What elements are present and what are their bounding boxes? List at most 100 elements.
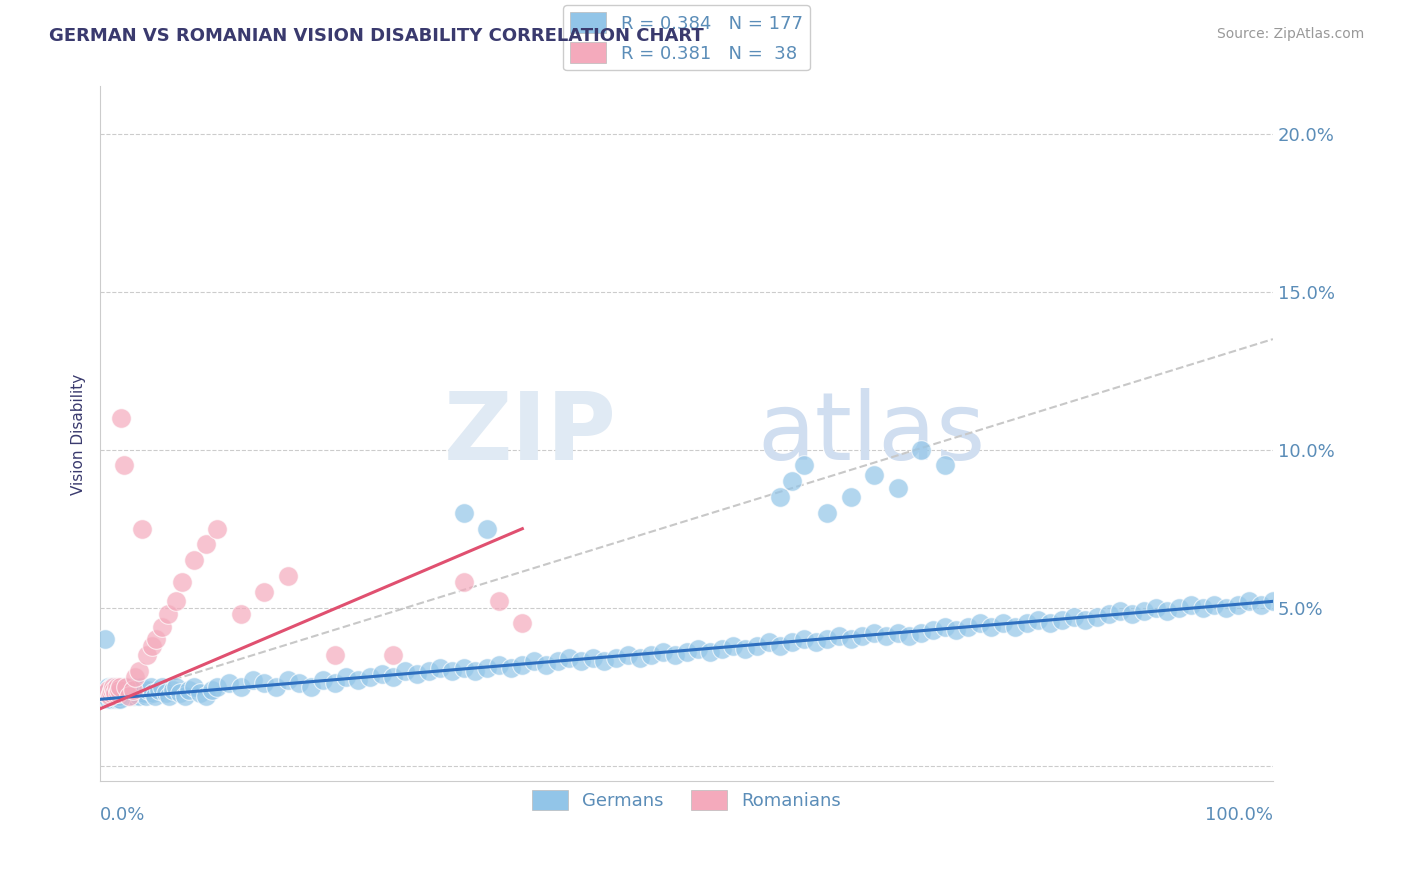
Point [105, 680, 128, 694]
Text: ZIP: ZIP [443, 388, 616, 480]
Point [107, 692, 129, 706]
Point [98, 686, 121, 700]
Point [207, 522, 229, 536]
Point [839, 632, 862, 647]
Point [108, 680, 131, 694]
Point [582, 651, 605, 665]
Point [229, 607, 252, 621]
Point [299, 680, 322, 694]
Point [108, 692, 131, 706]
Point [150, 680, 173, 694]
Point [793, 632, 815, 647]
Point [640, 648, 662, 662]
Point [105, 689, 128, 703]
Point [956, 619, 979, 633]
Point [108, 686, 131, 700]
Point [96, 682, 118, 697]
Point [347, 673, 370, 688]
Point [991, 616, 1014, 631]
Point [863, 626, 886, 640]
Point [162, 682, 184, 697]
Point [111, 689, 134, 703]
Point [628, 651, 651, 665]
Point [488, 657, 510, 672]
Point [323, 648, 346, 662]
Point [569, 654, 592, 668]
Point [100, 692, 122, 706]
Point [200, 682, 222, 697]
Point [131, 522, 153, 536]
Point [122, 686, 145, 700]
Point [1085, 610, 1108, 624]
Point [910, 442, 932, 457]
Point [851, 629, 873, 643]
Point [593, 654, 616, 668]
Point [101, 682, 124, 697]
Point [172, 575, 194, 590]
Point [277, 569, 299, 583]
Point [112, 458, 135, 473]
Point [1028, 613, 1050, 627]
Point [194, 537, 217, 551]
Point [105, 689, 128, 703]
Text: GERMAN VS ROMANIAN VISION DISABILITY CORRELATION CHART: GERMAN VS ROMANIAN VISION DISABILITY COR… [49, 27, 704, 45]
Point [101, 686, 124, 700]
Point [242, 673, 264, 688]
Point [1098, 607, 1121, 621]
Point [1156, 604, 1178, 618]
Point [97, 680, 120, 694]
Point [132, 686, 155, 700]
Point [734, 641, 756, 656]
Point [142, 686, 165, 700]
Point [112, 680, 135, 694]
Point [103, 689, 125, 703]
Point [980, 619, 1002, 633]
Point [745, 639, 768, 653]
Point [1121, 607, 1143, 621]
Point [157, 607, 180, 621]
Point [108, 689, 131, 703]
Point [863, 467, 886, 482]
Point [207, 680, 229, 694]
Point [165, 594, 187, 608]
Point [104, 682, 127, 697]
Point [194, 689, 217, 703]
Point [110, 411, 132, 425]
Point [179, 682, 201, 697]
Point [98, 689, 121, 703]
Point [382, 648, 405, 662]
Point [183, 553, 205, 567]
Text: atlas: atlas [756, 388, 986, 480]
Point [108, 680, 131, 694]
Point [934, 458, 956, 473]
Y-axis label: Vision Disability: Vision Disability [72, 373, 86, 494]
Point [101, 689, 124, 703]
Point [804, 635, 827, 649]
Point [815, 632, 838, 647]
Point [758, 635, 780, 649]
Point [103, 689, 125, 703]
Point [335, 670, 357, 684]
Text: 100.0%: 100.0% [1205, 805, 1272, 824]
Point [769, 490, 792, 504]
Point [534, 657, 557, 672]
Point [1050, 613, 1073, 627]
Point [475, 522, 498, 536]
Point [453, 661, 475, 675]
Point [617, 648, 640, 662]
Point [103, 682, 125, 697]
Point [815, 506, 838, 520]
Point [115, 680, 138, 694]
Point [898, 629, 921, 643]
Point [277, 673, 299, 688]
Point [114, 686, 136, 700]
Point [934, 619, 956, 633]
Point [128, 664, 150, 678]
Point [839, 490, 862, 504]
Point [127, 686, 149, 700]
Point [118, 689, 141, 703]
Point [1109, 604, 1132, 618]
Point [288, 676, 311, 690]
Point [108, 689, 131, 703]
Point [115, 689, 138, 703]
